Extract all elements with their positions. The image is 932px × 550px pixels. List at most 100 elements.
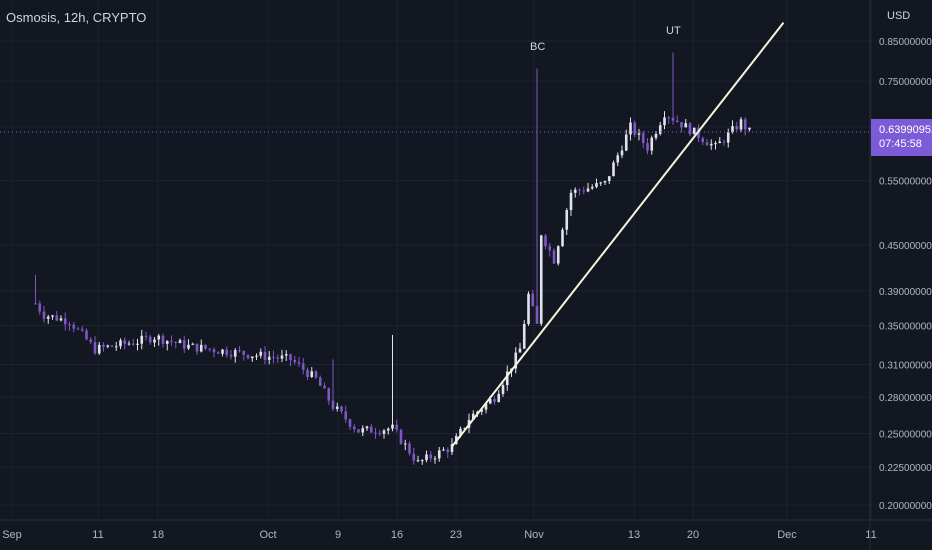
candle-body (242, 350, 246, 355)
candle-body (637, 133, 641, 135)
candle-body (280, 355, 284, 359)
y-tick-label: 0.75000000 (879, 77, 932, 88)
candle-body (391, 424, 394, 429)
candle-body (595, 183, 598, 187)
candle-body (739, 119, 743, 130)
candle-body (93, 341, 97, 354)
candle-body (310, 371, 314, 377)
y-tick-label: 0.55000000 (879, 177, 932, 188)
currency-label[interactable]: USD (887, 10, 911, 22)
x-tick-label: 11 (865, 529, 876, 541)
candle-body (378, 433, 382, 435)
candle-body (229, 355, 233, 357)
candle-body (535, 305, 539, 324)
y-tick-label: 0.28000000 (879, 393, 932, 404)
candle-body (170, 340, 173, 342)
candle-body (161, 335, 165, 344)
candle-body (259, 351, 263, 356)
y-tick-label: 0.20000000 (879, 501, 932, 512)
candle-body (684, 123, 688, 128)
candle-body (544, 235, 547, 247)
candle-body (68, 324, 71, 326)
candle-body (38, 303, 42, 312)
countdown-timer: 07:45:58 (879, 138, 922, 150)
candle-body (552, 250, 556, 264)
candle-body (582, 190, 586, 192)
candle-body (382, 430, 386, 434)
candle-body (365, 426, 369, 429)
candle-body (174, 341, 178, 344)
candle-body (578, 189, 581, 191)
candle-body (323, 385, 326, 389)
symbol-title[interactable]: Osmosis, 12h, CRYPTO (6, 10, 147, 25)
candle-body (726, 132, 730, 143)
y-tick-label: 0.22500000 (879, 463, 932, 474)
candle-body (671, 117, 675, 121)
candle-body (416, 460, 420, 462)
candle-body (301, 363, 305, 370)
candle-body (272, 356, 275, 358)
candle-body (255, 355, 258, 357)
candle-body (80, 328, 84, 331)
candle-body (488, 399, 492, 404)
candle-body (607, 176, 611, 182)
candle-body (106, 345, 110, 347)
candle-body (89, 339, 93, 342)
candle-body (246, 354, 250, 359)
candle-body (357, 429, 360, 433)
candle-body (191, 343, 195, 345)
candle-body (658, 125, 662, 134)
x-tick-label: Sep (2, 529, 22, 541)
candle-body (348, 419, 352, 427)
candle-body (548, 246, 552, 251)
candle-body (327, 388, 331, 401)
last-price-label: 0.63990952 07:45:58 (871, 119, 932, 156)
last-price-value: 0.63990952 (879, 124, 932, 136)
candle-body (722, 141, 726, 143)
candle-body (306, 369, 309, 377)
candle-body (714, 143, 717, 145)
candle-body (599, 182, 603, 184)
candle-body (675, 120, 679, 123)
candle-body (480, 409, 484, 412)
y-tick-label: 0.25000000 (879, 429, 932, 440)
candle-body (204, 344, 207, 349)
candle-body (459, 428, 462, 437)
candle-body (284, 354, 288, 356)
candle-body (667, 117, 671, 119)
candle-body (293, 359, 297, 363)
candle-body (709, 143, 713, 146)
candle-body (276, 357, 280, 359)
candle-body (701, 138, 705, 143)
candle-body (136, 343, 139, 345)
candle-body (420, 460, 424, 462)
x-tick-label: 16 (391, 529, 403, 541)
candle-body (289, 354, 292, 360)
candle-body (663, 117, 666, 126)
candle-body (76, 328, 80, 330)
candle-body (187, 344, 190, 349)
candle-body (208, 348, 212, 350)
candle-body (527, 293, 530, 324)
candle-body (42, 311, 46, 319)
candle-body (463, 427, 467, 429)
candle-body (263, 351, 267, 360)
y-tick-label: 0.35000000 (879, 322, 932, 333)
candle-body (731, 126, 734, 133)
candle-body (633, 122, 637, 135)
candle-body (569, 192, 573, 211)
candle-body (743, 119, 747, 130)
candle-body (51, 315, 54, 317)
candle-body (501, 385, 505, 394)
candle-body (267, 356, 271, 360)
candle-body (340, 406, 343, 412)
candle-body (497, 393, 501, 402)
candle-body (123, 340, 127, 344)
candle-body (216, 352, 220, 354)
candle-body (590, 186, 594, 189)
candle-body (374, 432, 377, 434)
candle-body (110, 345, 114, 347)
candle-body (616, 155, 620, 163)
candle-body (344, 411, 348, 420)
